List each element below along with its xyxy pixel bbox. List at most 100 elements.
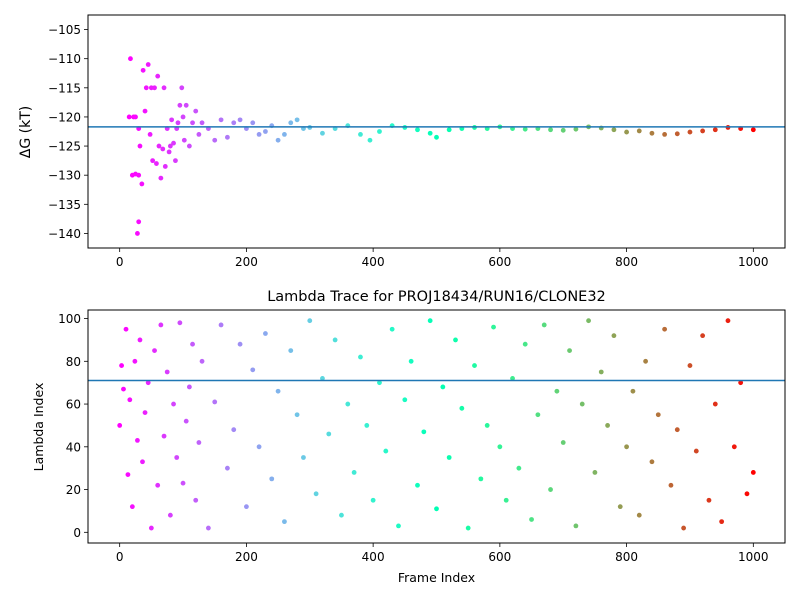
lambda-point <box>174 455 180 460</box>
lambda-point <box>624 444 629 450</box>
lambda-point <box>681 525 687 531</box>
lambda-point <box>127 397 133 403</box>
dg-point <box>128 56 133 62</box>
lambda-point <box>592 470 598 475</box>
dg-point <box>133 114 138 120</box>
lambda-point <box>145 380 151 386</box>
lambda-point <box>522 341 528 347</box>
lambda-point <box>301 455 306 460</box>
dg-point <box>169 117 175 123</box>
dg-point <box>611 127 617 133</box>
lambda-point <box>472 363 477 368</box>
dg-point <box>573 126 579 132</box>
lambda-point <box>155 482 161 488</box>
lambda-point <box>415 482 420 488</box>
lambda-point <box>440 384 446 390</box>
dg-point <box>662 132 668 137</box>
lambda-point <box>345 401 351 407</box>
lambda-point <box>491 324 496 330</box>
lambda-point <box>148 525 154 531</box>
lambda-point <box>529 517 534 522</box>
dg-point <box>196 132 202 137</box>
dg-point <box>225 134 230 140</box>
lambda-point <box>288 348 294 354</box>
lambda-point <box>611 333 617 339</box>
dg-point <box>173 158 178 164</box>
dg-point <box>367 137 373 143</box>
lambda-point <box>744 491 750 497</box>
lambda-point <box>655 412 661 418</box>
lambda-point <box>706 497 712 503</box>
dg-point <box>700 128 706 134</box>
lambda-point <box>750 470 756 475</box>
dg-point <box>636 128 642 134</box>
lambda-point <box>152 348 157 354</box>
lambda-point <box>484 423 490 428</box>
lambda-point <box>117 423 123 428</box>
lambda-point <box>516 465 522 471</box>
lambda-point <box>383 448 389 454</box>
dg-point <box>180 114 186 120</box>
dg-point <box>137 143 143 149</box>
lambda-point <box>662 326 668 332</box>
lambda-point <box>256 444 262 450</box>
lambda-point <box>453 337 458 343</box>
lambda-point <box>275 388 281 394</box>
dg-y-axis-label: ΔG (kT) <box>18 106 34 158</box>
dg-point <box>377 129 382 134</box>
dg-point <box>181 137 187 143</box>
dg-point <box>434 134 439 140</box>
lambda-point <box>269 476 275 482</box>
lambda-point <box>598 369 604 375</box>
dg-point <box>136 172 142 178</box>
dg-point <box>145 62 151 67</box>
dg-point <box>143 85 149 91</box>
lambda-point <box>135 437 140 443</box>
lambda-point <box>132 358 138 364</box>
lambda-point <box>503 497 509 503</box>
dg-points-layer <box>126 56 756 236</box>
dg-point <box>687 129 693 135</box>
lambda-x-tick-label: 200 <box>235 550 258 564</box>
dg-point <box>250 120 256 126</box>
dg-point <box>231 120 237 126</box>
lambda-point <box>396 523 401 529</box>
lambda-x-tick-label: 600 <box>488 550 511 564</box>
lambda-point <box>700 333 706 339</box>
dg-point <box>147 132 153 137</box>
lambda-x-tick-label: 800 <box>615 550 638 564</box>
lambda-point <box>605 423 610 428</box>
lambda-point <box>129 504 135 510</box>
lambda-point <box>121 386 126 392</box>
dg-point <box>167 143 173 149</box>
dg-point <box>177 102 183 108</box>
lambda-point <box>636 512 642 518</box>
dg-point <box>212 137 218 143</box>
lambda-point <box>123 326 129 332</box>
lambda-point <box>630 388 636 394</box>
lambda-title: Lambda Trace for PROJ18434/RUN16/CLONE32 <box>267 289 606 305</box>
dg-x-tick-label: 800 <box>615 255 638 269</box>
lambda-point <box>171 401 176 407</box>
dg-point <box>155 73 161 79</box>
lambda-point <box>389 326 395 332</box>
lambda-point <box>186 384 192 390</box>
lambda-point <box>459 405 465 411</box>
lambda-x-tick-label: 0 <box>116 550 124 564</box>
dg-point <box>446 127 452 133</box>
lambda-point <box>351 470 357 475</box>
lambda-point <box>402 397 408 403</box>
lambda-point <box>370 497 376 503</box>
lambda-point <box>164 369 170 375</box>
dg-point <box>162 164 168 169</box>
lambda-y-tick-label: 40 <box>66 440 81 454</box>
lambda-point <box>725 318 731 324</box>
lambda-y-tick-label: 60 <box>66 398 81 412</box>
lambda-point <box>364 423 370 428</box>
dg-y-tick-label: −120 <box>48 110 81 124</box>
lambda-point <box>643 358 648 364</box>
lambda-point <box>693 448 699 454</box>
dg-point <box>522 126 528 132</box>
dg-point <box>179 85 185 91</box>
